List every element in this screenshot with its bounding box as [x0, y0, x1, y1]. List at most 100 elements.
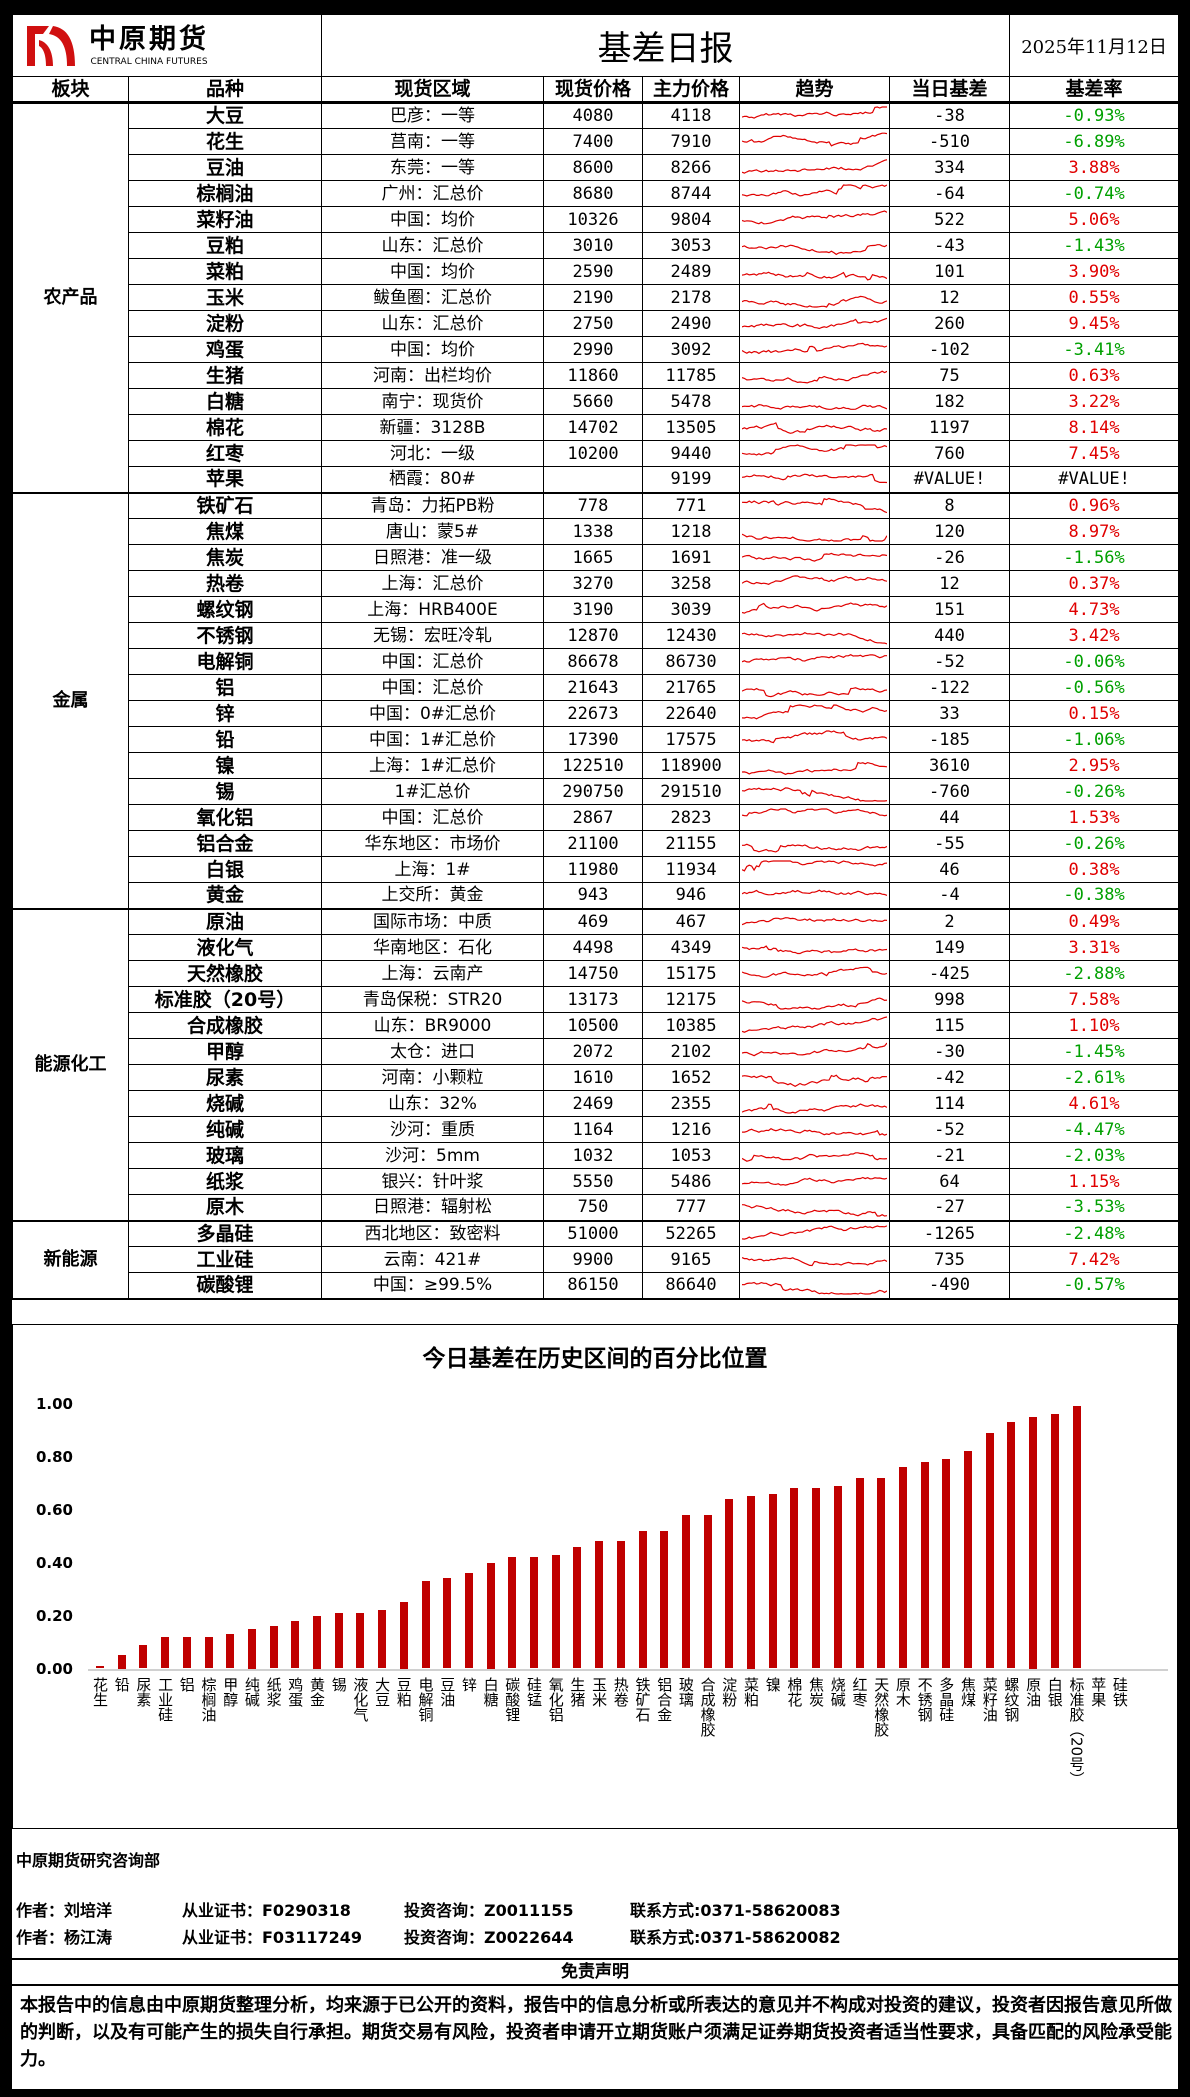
spot-price: 5660: [543, 388, 643, 415]
x-tick-label: 镍: [763, 1676, 782, 1692]
bar: [725, 1498, 734, 1669]
spot-price: 22673: [543, 700, 643, 727]
x-tick-label: 苹果: [1089, 1676, 1108, 1707]
basis: -122: [888, 674, 1011, 701]
spot-price: 11860: [543, 362, 643, 389]
sparkline: [742, 1151, 887, 1162]
main-price: 12175: [642, 986, 740, 1013]
spot-region: 中国：均价: [321, 258, 544, 285]
sparkline: [742, 889, 887, 897]
main-price: 13505: [642, 414, 740, 441]
spot-price: 14750: [543, 960, 643, 987]
spot-price: 11980: [543, 856, 643, 883]
bar: [161, 1636, 170, 1669]
table-row: 热卷 上海：汇总价 3270 3258 12 0.37%: [13, 570, 1180, 597]
x-tick-label: 黄金: [308, 1676, 326, 1707]
main-price: 2355: [642, 1090, 740, 1117]
basis: -425: [888, 960, 1011, 987]
basis-rate: 8.97%: [1009, 518, 1180, 545]
sparkline: [742, 653, 887, 663]
main-price: 8266: [642, 154, 740, 181]
table-row: 菜粕 中国：均价 2590 2489 101 3.90%: [13, 258, 1180, 285]
variety: 淀粉: [128, 310, 322, 337]
main-price: 4349: [642, 934, 740, 961]
basis-rate: -1.45%: [1009, 1038, 1180, 1065]
trend: [739, 804, 890, 831]
main-price: 8744: [642, 180, 740, 207]
basis-rate: 8.14%: [1009, 414, 1180, 441]
table-row: 玉米 鲅鱼圈：汇总价 2190 2178 12 0.55%: [13, 284, 1180, 311]
basis-rate: 0.15%: [1009, 700, 1180, 727]
basis-rate: 3.90%: [1009, 258, 1180, 285]
variety: 纸浆: [128, 1168, 322, 1195]
basis: 998: [888, 986, 1011, 1013]
sparkline: [742, 859, 887, 872]
y-tick-label: 0.00: [35, 1659, 73, 1678]
y-tick-label: 0.20: [35, 1606, 73, 1625]
x-tick-label: 不锈钢: [915, 1676, 934, 1722]
sparkline: [742, 1176, 887, 1186]
y-tick-label: 1.00: [35, 1394, 73, 1413]
spot-price: 2867: [543, 804, 643, 831]
author-cert: 从业证书：F0290318: [182, 1900, 351, 1920]
bar: [399, 1602, 408, 1669]
table-row: 铝中国：汇总价 21643 21765 -122 -0.56%: [13, 674, 1180, 701]
spot-region: 新疆：3128B: [321, 414, 544, 441]
main-price: 3258: [642, 570, 740, 597]
table-row: 原木 日照港：辐射松 750 777 -27 -3.53%: [13, 1194, 1180, 1222]
spot-price: 86150: [543, 1272, 643, 1300]
basis: -760: [888, 778, 1011, 805]
bar: [334, 1612, 343, 1669]
basis: 46: [888, 856, 1011, 883]
spot-region: 莒南：一等: [321, 128, 544, 155]
table-row: 淀粉 山东：汇总价 2750 2490 260 9.45%: [13, 310, 1180, 337]
spot-price: 10200: [543, 440, 643, 467]
column-header: 趋势: [739, 76, 890, 104]
spot-region: 1#汇总价: [321, 778, 544, 805]
bar: [812, 1488, 821, 1669]
x-tick-label: 硅锰: [525, 1676, 543, 1707]
footer: 中原期货研究咨询部 作者：刘培洋 从业证书：F0290318 投资咨询：Z00111…: [12, 1835, 1178, 2085]
variety: 大豆: [128, 102, 322, 129]
x-tick-label: 氧化铝: [546, 1676, 565, 1722]
spot-region: 银兴：针叶浆: [321, 1168, 544, 1195]
sparkline: [742, 1015, 887, 1033]
column-header: 现货价格: [543, 76, 643, 104]
basis: 114: [888, 1090, 1011, 1117]
spot-region: 青岛：力拓PB粉: [321, 492, 544, 519]
basis-table: 中原期货 CENTRAL CHINA FUTURES 基差日报 2025年11月1…: [12, 14, 1180, 1300]
main-price: 291510: [642, 778, 740, 805]
spot-region: 华东地区：市场价: [321, 830, 544, 857]
spot-region: 日照港：准一级: [321, 544, 544, 571]
trend: [739, 674, 890, 701]
trend: [739, 258, 890, 285]
x-tick-label: 白银: [1045, 1676, 1064, 1707]
trend: [739, 362, 890, 389]
basis-rate: #VALUE!: [1009, 466, 1180, 494]
basis: -55: [888, 830, 1011, 857]
x-tick-label: 焦炭: [807, 1676, 826, 1707]
bar: [898, 1467, 907, 1669]
x-tick-label: 原木: [893, 1676, 912, 1707]
basis: 149: [888, 934, 1011, 961]
author-advice: 投资咨询：Z0011155: [404, 1900, 574, 1920]
table-row: 合成橡胶 山东：BR9000 10500 10385 115 1.10%: [13, 1012, 1180, 1039]
main-price: 4118: [642, 102, 740, 129]
trend: [739, 492, 890, 519]
spot-region: 西北地区：致密料: [321, 1220, 544, 1247]
basis-rate: -0.57%: [1009, 1272, 1180, 1300]
table-row: 豆油 东莞：一等 8600 8266 334 3.88%: [13, 154, 1180, 181]
table-row: 白银 上海：1# 11980 11934 46 0.38%: [13, 856, 1180, 883]
basis-rate: 7.45%: [1009, 440, 1180, 467]
disclaimer-text: 本报告中的信息由中原期货整理分析，均来源于已公开的资料，报告中的信息分析或所表达…: [20, 1994, 1172, 2070]
variety: 天然橡胶: [128, 960, 322, 987]
variety: 锌: [128, 700, 322, 727]
spot-price: 21100: [543, 830, 643, 857]
main-price: 21155: [642, 830, 740, 857]
bar: [855, 1477, 864, 1669]
main-price: 2489: [642, 258, 740, 285]
x-tick-label: 铅: [112, 1676, 131, 1692]
spot-price: 12870: [543, 622, 643, 649]
variety: 豆粕: [128, 232, 322, 259]
x-tick-label: 淀粉: [720, 1676, 739, 1707]
